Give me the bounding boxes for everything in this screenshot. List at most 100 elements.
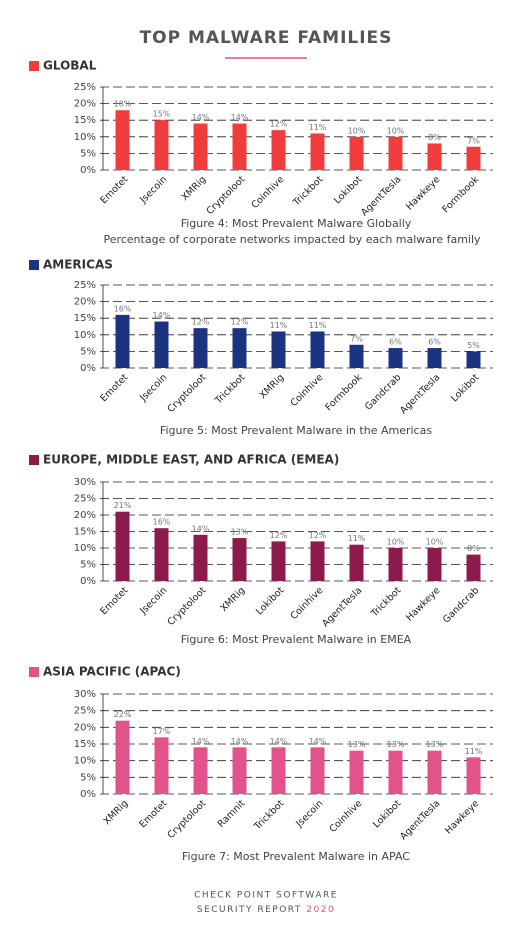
value-label: 14% — [192, 113, 210, 122]
value-label: 7% — [467, 136, 480, 145]
y-tick-label: 15% — [74, 115, 96, 126]
value-label: 12% — [270, 531, 288, 540]
y-tick-label: 0% — [80, 789, 96, 800]
footer-line2: SECURITY REPORT 2020 — [197, 905, 335, 915]
y-tick-label: 15% — [74, 739, 96, 750]
bar — [388, 136, 403, 170]
bar — [193, 328, 208, 368]
x-tick-label: Jsecoin — [137, 585, 169, 617]
x-tick-label: XMRig — [101, 798, 130, 827]
bar — [271, 541, 286, 581]
x-tick-label: Trickbot — [369, 585, 404, 620]
value-label: 14% — [192, 524, 210, 533]
value-label: 14% — [231, 737, 249, 746]
bar — [193, 747, 208, 794]
x-tick-label: Lokibot — [254, 585, 286, 617]
value-label: 13% — [426, 740, 444, 749]
value-label: 7% — [350, 334, 363, 343]
footer-year: 2020 — [306, 905, 335, 915]
x-tick-label: XMRig — [257, 372, 286, 401]
x-tick-label: Jsecoin — [293, 798, 325, 830]
y-tick-label: 15% — [74, 527, 96, 538]
bar — [388, 548, 403, 581]
x-tick-label: Coinhive — [288, 585, 325, 622]
bar — [466, 554, 481, 581]
bar — [232, 123, 247, 170]
bar — [115, 720, 130, 794]
x-tick-label: Trickbot — [291, 174, 326, 209]
value-label: 14% — [192, 737, 210, 746]
page-title: TOP MALWARE FAMILIES — [140, 28, 393, 48]
bar — [193, 123, 208, 170]
value-label: 11% — [465, 747, 483, 756]
value-label: 22% — [114, 710, 132, 719]
subcaption: Percentage of corporate networks impacte… — [103, 233, 481, 246]
y-tick-label: 20% — [74, 297, 96, 308]
value-label: 16% — [153, 518, 171, 527]
value-label: 11% — [309, 321, 327, 330]
x-tick-label: Lokibot — [332, 174, 364, 206]
y-tick-label: 20% — [74, 99, 96, 110]
bar — [349, 750, 364, 794]
bar — [232, 538, 247, 581]
x-tick-label: Cryptoloot — [204, 174, 247, 217]
footer-text: SECURITY REPORT — [197, 905, 302, 915]
value-label: 12% — [309, 531, 327, 540]
x-tick-label: Trickbot — [252, 798, 287, 833]
value-label: 5% — [467, 341, 480, 350]
section-heading: ASIA PACIFIC (APAC) — [43, 665, 181, 679]
value-label: 8% — [467, 544, 480, 553]
value-label: 17% — [153, 727, 171, 736]
x-tick-label: Emotet — [137, 798, 169, 830]
x-tick-label: Emotet — [98, 372, 130, 404]
heading-swatch — [29, 260, 39, 270]
x-tick-label: Jsecoin — [137, 174, 169, 206]
x-tick-label: Coinhive — [249, 174, 286, 211]
value-label: 13% — [348, 740, 366, 749]
y-tick-label: 25% — [74, 82, 96, 93]
bar — [115, 511, 130, 581]
value-label: 11% — [270, 321, 288, 330]
value-label: 12% — [192, 318, 210, 327]
value-label: 10% — [348, 126, 366, 135]
x-tick-label: AgentTesla — [398, 372, 442, 416]
value-label: 14% — [231, 113, 249, 122]
x-tick-label: Ramnit — [216, 798, 248, 830]
x-tick-label: Cryptoloot — [165, 798, 208, 841]
x-tick-label: Emotet — [98, 174, 130, 206]
bar — [115, 314, 130, 368]
value-label: 6% — [428, 338, 441, 347]
bar — [193, 534, 208, 581]
caption: Figure 6: Most Prevalent Malware in EMEA — [181, 633, 412, 646]
y-tick-label: 25% — [74, 706, 96, 717]
value-label: 14% — [309, 737, 327, 746]
bar — [154, 737, 169, 794]
x-tick-label: Hawkeye — [404, 174, 442, 212]
caption: Figure 5: Most Prevalent Malware in the … — [160, 424, 432, 437]
value-label: 11% — [309, 123, 327, 132]
bar — [154, 120, 169, 170]
bar — [115, 110, 130, 170]
y-tick-label: 10% — [74, 330, 96, 341]
y-tick-label: 30% — [74, 689, 96, 700]
y-tick-label: 10% — [74, 756, 96, 767]
y-tick-label: 5% — [80, 560, 96, 571]
bar — [466, 146, 481, 170]
bar — [232, 328, 247, 368]
y-tick-label: 5% — [80, 772, 96, 783]
footer-line1: CHECK POINT SOFTWARE — [194, 891, 338, 901]
y-tick-label: 25% — [74, 280, 96, 291]
x-tick-label: Formbook — [440, 174, 481, 215]
heading-swatch — [29, 61, 39, 71]
x-tick-label: AgentTesla — [359, 174, 403, 218]
bar — [427, 548, 442, 581]
x-tick-label: Jsecoin — [137, 372, 169, 404]
value-label: 14% — [153, 311, 171, 320]
bar — [427, 348, 442, 368]
bar — [232, 747, 247, 794]
value-label: 14% — [270, 737, 288, 746]
y-tick-label: 0% — [80, 576, 96, 587]
bar — [310, 331, 325, 368]
heading-swatch — [29, 455, 39, 465]
